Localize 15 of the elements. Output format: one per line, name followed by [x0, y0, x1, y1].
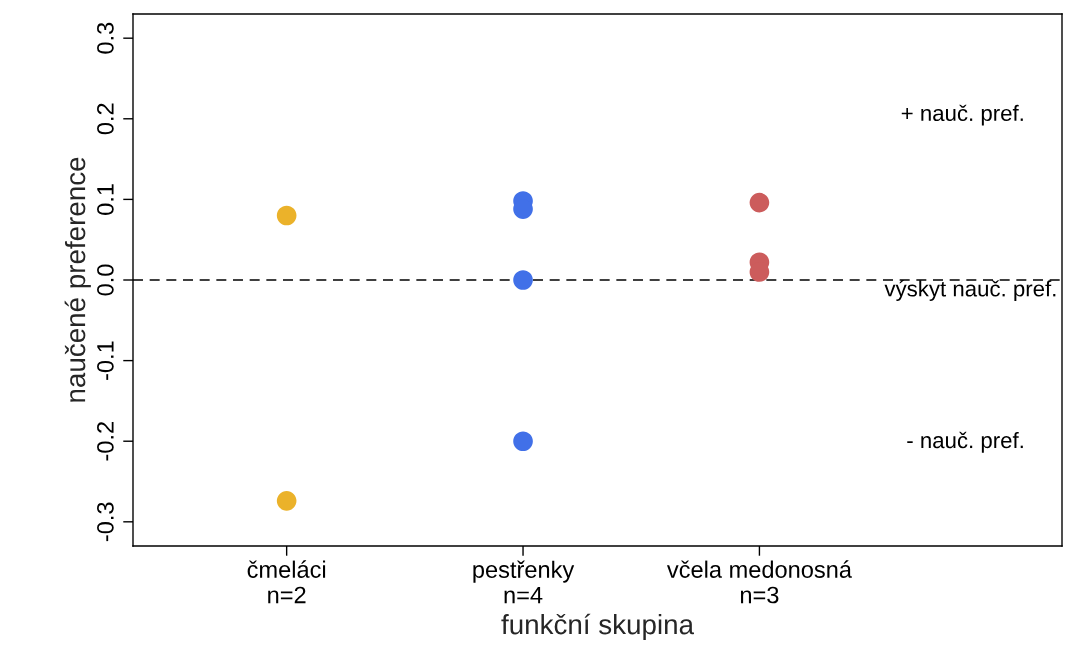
annotation: - nauč. pref.: [907, 431, 1023, 453]
y-tick-label: 0.1: [97, 184, 114, 215]
x-tick-label: pestřenky n=4: [473, 560, 575, 604]
ref-line-label: výskyt nauč. pref.: [884, 280, 1056, 301]
y-tick-label: -0.1: [97, 341, 114, 380]
x-axis-title: funkční skupina: [501, 613, 695, 640]
y-tick-label: 0.2: [97, 103, 114, 135]
y-tick-label: 0.3: [97, 22, 114, 54]
y-axis-title: naučené preference: [64, 157, 91, 402]
y-tick-label: -0.2: [97, 422, 114, 461]
x-tick-label: čmeláci n=2: [247, 560, 326, 604]
annotation: + nauč. pref.: [901, 104, 1023, 126]
y-tick-label: 0.0: [97, 264, 114, 296]
y-tick-label: -0.3: [97, 502, 114, 542]
x-tick-label: včela medonosná n=3: [666, 560, 852, 604]
